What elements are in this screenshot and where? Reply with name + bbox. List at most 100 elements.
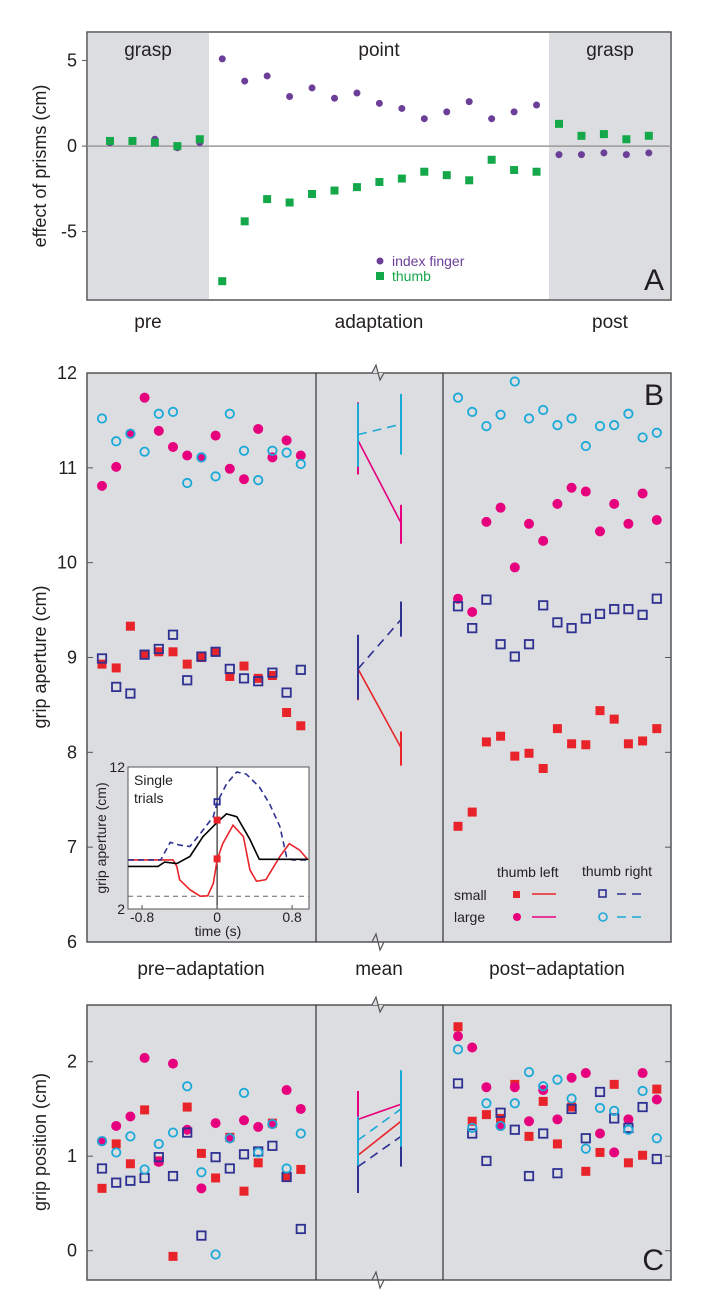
- panel-c-frame: [86, 1004, 672, 1281]
- pre-adaptation-point: [154, 647, 164, 657]
- thumb-point: [599, 130, 608, 139]
- post-adaptation-point: [566, 1072, 577, 1083]
- section-label-post-adaptation: post−adaptation: [489, 959, 625, 980]
- post-adaptation-point: [552, 420, 563, 431]
- index-finger-point: [286, 92, 294, 100]
- pre-adaptation-point: [281, 447, 292, 458]
- post-adaptation-point: [453, 1031, 463, 1042]
- mean-line: [357, 439, 402, 524]
- index-finger-point: [420, 115, 428, 123]
- pre-adaptation-point: [182, 1081, 193, 1092]
- post-adaptation-point: [594, 1102, 606, 1114]
- inset-marker: [213, 855, 221, 863]
- index-finger-point: [353, 89, 361, 97]
- post-adaptation-point: [651, 593, 662, 604]
- pre-adaptation-point: [210, 471, 221, 482]
- index-finger-point: [263, 72, 271, 80]
- x-label-adaptation: adaptation: [335, 312, 424, 333]
- post-adaptation-point: [524, 1131, 534, 1141]
- break-mark-c-top: [371, 995, 385, 1014]
- pre-adaptation-point: [196, 1148, 206, 1158]
- inset-plot: -0.8 0 0.8 2 12: [109, 759, 309, 925]
- y-tick-label-a: 0: [67, 136, 77, 156]
- phase-label-point: point: [358, 40, 400, 61]
- post-adaptation-point: [467, 1128, 478, 1139]
- inset-trace: [128, 813, 309, 868]
- post-adaptation-point: [566, 623, 577, 634]
- post-adaptation-point: [552, 1074, 563, 1085]
- pre-adaptation-point: [125, 1111, 136, 1122]
- pre-adaptation-point: [97, 480, 107, 491]
- post-adaptation-point: [538, 535, 549, 546]
- post-adaptation-point: [481, 1110, 491, 1120]
- post-adaptation-point: [595, 1128, 605, 1139]
- pre-adaptation-point: [111, 1147, 122, 1158]
- thumb-point: [420, 167, 429, 176]
- pre-adaptation-point: [139, 446, 150, 457]
- post-adaptation-point: [580, 1068, 591, 1079]
- post-adaptation-point: [609, 1147, 620, 1158]
- pre-adaptation-point: [253, 423, 264, 434]
- index-finger-point: [398, 104, 406, 112]
- post-adaptation-point: [453, 1022, 463, 1032]
- thumb-point: [442, 171, 451, 180]
- pre-adaptation-point: [224, 408, 235, 419]
- y-tick-label: 10: [57, 553, 77, 573]
- pre-adaptation-point: [139, 649, 150, 660]
- post-adaptation-point: [452, 601, 464, 612]
- mean-line: [357, 1135, 402, 1168]
- y-tick-label: 0: [67, 1241, 77, 1261]
- pre-adaptation-point: [182, 659, 192, 669]
- legend-col-thumb-right: thumb right: [582, 863, 652, 879]
- post-adaptation-point: [467, 807, 477, 817]
- inset-x-tick-label: 0.8: [282, 909, 302, 925]
- thumb-point: [397, 174, 406, 183]
- post-adaptation-point: [623, 604, 634, 615]
- thumb-point: [128, 136, 137, 145]
- post-adaptation-point: [509, 1098, 520, 1109]
- post-adaptation-point: [581, 740, 591, 750]
- pre-adaptation-point: [267, 671, 277, 681]
- post-adaptation-point: [523, 1170, 535, 1182]
- pre-adaptation-point: [111, 681, 122, 692]
- legend-label-index-finger: index finger: [392, 253, 465, 269]
- post-adaptation-point: [481, 516, 492, 527]
- post-adaptation-point: [580, 440, 591, 452]
- post-adaptation-point: [580, 486, 591, 497]
- post-adaptation-point: [651, 1153, 662, 1165]
- post-adaptation-point: [509, 1124, 520, 1135]
- thumb-point: [263, 195, 272, 204]
- post-adaptation-point: [467, 606, 478, 617]
- thumb-point: [195, 135, 204, 144]
- index-finger-point: [533, 101, 541, 109]
- pre-adaptation-point: [253, 1158, 263, 1168]
- pre-adaptation-point: [196, 651, 207, 662]
- post-adaptation-point: [566, 1093, 577, 1104]
- panel-c-plot: 0 1 2: [67, 1022, 671, 1261]
- index-finger-point: [375, 99, 383, 107]
- inset-x-tick-label: 0: [213, 909, 221, 925]
- index-finger-point: [308, 84, 316, 92]
- pre-adaptation-point: [167, 1127, 179, 1138]
- pre-adaptation-point: [168, 647, 178, 657]
- inset-title-line-2: trials: [134, 790, 164, 806]
- panel-a-post-shading: [549, 33, 670, 299]
- pre-adaptation-point: [281, 1085, 292, 1096]
- legend-label-thumb: thumb: [392, 268, 431, 284]
- break-mark-c-bottom: [371, 1270, 385, 1290]
- section-label-mean: mean: [355, 959, 403, 980]
- pre-adaptation-point: [253, 673, 263, 683]
- pre-adaptation-point: [125, 1175, 136, 1186]
- break-mark-b-bottom: [371, 932, 385, 952]
- post-adaptation-point: [594, 1086, 606, 1098]
- post-adaptation-point: [524, 518, 534, 529]
- thumb-point: [352, 183, 361, 192]
- pre-adaptation-point: [238, 1087, 250, 1098]
- panel-a-pre-shading: [88, 33, 209, 299]
- post-adaptation-point: [623, 1124, 634, 1135]
- pre-adaptation-point: [295, 1128, 306, 1139]
- pre-adaptation-point: [168, 1058, 178, 1069]
- pre-adaptation-point: [224, 463, 235, 474]
- thumb-point: [308, 189, 317, 198]
- pre-adaptation-point: [210, 646, 221, 657]
